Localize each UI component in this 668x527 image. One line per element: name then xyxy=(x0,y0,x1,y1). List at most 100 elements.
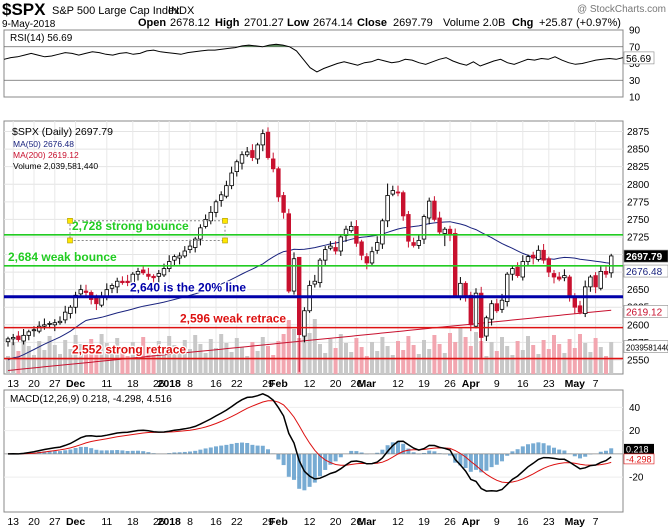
macd-histogram-bar xyxy=(125,451,130,454)
candle-body xyxy=(395,191,401,194)
volume-bar xyxy=(416,354,421,374)
candle-body xyxy=(208,211,213,222)
volume-bar xyxy=(396,341,400,374)
macd-line xyxy=(7,392,612,492)
candle-body xyxy=(94,297,99,305)
volume-bar xyxy=(578,334,582,374)
candle-body xyxy=(515,266,520,277)
macd-histogram-bar xyxy=(292,453,296,480)
header-date: 9-May-2018 xyxy=(2,19,56,30)
macd-histogram-bar xyxy=(120,450,125,454)
macd-histogram-bar xyxy=(297,453,302,489)
macd-histogram-bar xyxy=(604,450,608,454)
candle-body xyxy=(26,331,31,336)
volume-bar xyxy=(505,346,510,374)
macd-histogram-bar xyxy=(463,453,468,468)
candle-body xyxy=(198,227,203,240)
candle-body xyxy=(130,273,135,285)
right-value-box xyxy=(623,264,668,278)
macd-histogram-bar xyxy=(562,450,567,454)
x-tick-label: 27 xyxy=(49,378,61,390)
macd-histogram-bar xyxy=(193,450,198,454)
volume-bar xyxy=(156,341,161,374)
candle-body xyxy=(52,322,57,326)
price-tick-label: 2825 xyxy=(627,162,650,173)
macd-histogram-bar xyxy=(182,451,187,454)
header-volume: Volume 2.0B xyxy=(443,17,505,29)
volume-bar xyxy=(47,336,52,374)
volume-bar xyxy=(520,350,525,374)
volume-bar xyxy=(442,353,447,374)
level-annotation-box xyxy=(69,220,226,241)
price-tick-label: 2850 xyxy=(627,145,650,156)
macd-tick-label: 20 xyxy=(629,426,641,437)
volume-bar xyxy=(333,348,338,374)
right-value-label: 2619.12 xyxy=(626,307,663,318)
macd-chart: 40200-200.218-4.298132027Dec111826201881… xyxy=(4,392,655,527)
macd-histogram-bar xyxy=(68,449,73,454)
macd-histogram-bar xyxy=(167,453,172,454)
candle-body xyxy=(21,334,26,342)
x-tick-label: 11 xyxy=(101,378,112,390)
macd-histogram-bar xyxy=(52,451,57,454)
macd-histogram-bar xyxy=(73,448,78,454)
candle-body xyxy=(504,273,510,303)
x-tick-label: Mar xyxy=(357,378,376,390)
candle-body xyxy=(567,276,572,298)
legend-volume: Volume 2,039,581,440 xyxy=(13,161,98,171)
x-tick-label: 16 xyxy=(517,378,529,390)
volume-bar xyxy=(26,346,31,374)
macd-histogram-bar xyxy=(318,453,322,477)
macd-histogram-bar xyxy=(526,444,530,454)
volume-bar xyxy=(427,349,432,374)
macd-histogram-bar xyxy=(307,453,312,487)
volume-bar xyxy=(448,333,452,374)
volume-bar xyxy=(167,336,172,374)
macd-histogram-bar xyxy=(494,453,499,465)
x-tick-label: 22 xyxy=(231,378,243,390)
candle-body xyxy=(333,247,338,252)
volume-bar xyxy=(411,345,416,374)
volume-bar xyxy=(52,345,57,374)
macd-x-tick-label: 23 xyxy=(543,516,555,527)
candle-body xyxy=(244,151,250,156)
volume-bar xyxy=(208,339,213,374)
candle-body xyxy=(47,322,52,325)
macd-histogram-bar xyxy=(172,452,177,454)
macd-histogram-bar xyxy=(229,443,234,454)
macd-histogram-bar xyxy=(260,445,265,454)
volume-bar xyxy=(58,354,62,374)
volume-bar xyxy=(276,341,281,374)
volume-bar xyxy=(562,353,567,374)
candle-body xyxy=(426,200,432,219)
macd-histogram-bar xyxy=(448,453,452,456)
volume-bar xyxy=(432,335,437,374)
candle-body xyxy=(525,256,531,262)
macd-x-tick-label: 7 xyxy=(593,516,599,527)
volume-bar xyxy=(84,353,88,374)
candle-body xyxy=(83,290,89,293)
right-value-box xyxy=(623,249,668,263)
header-symbol: $SPX xyxy=(2,0,46,19)
macd-x-tick-label: 12 xyxy=(392,516,404,527)
candle-body xyxy=(203,218,208,227)
macd-histogram-bar xyxy=(338,453,343,458)
candle-body xyxy=(531,254,536,259)
right-value-label: 2697.79 xyxy=(626,252,663,263)
candle-body xyxy=(364,256,369,264)
macd-histogram-bar xyxy=(375,452,380,454)
macd-histogram-bar xyxy=(380,449,385,454)
volume-bar xyxy=(63,340,68,374)
macd-histogram-bar xyxy=(214,446,218,454)
price-tick-label: 2550 xyxy=(627,355,650,366)
macd-histogram-bar xyxy=(245,442,250,454)
candle-body xyxy=(109,285,115,289)
macd-histogram-bar xyxy=(198,449,203,454)
annotation-handle xyxy=(222,217,228,224)
volume-bar xyxy=(193,335,198,374)
candle-body xyxy=(536,249,541,260)
macd-histogram-bar xyxy=(349,450,354,454)
macd-x-tick-label: 26 xyxy=(351,516,363,527)
price-tick-label: 2600 xyxy=(627,320,650,331)
macd-x-tick-label: 16 xyxy=(210,516,222,527)
